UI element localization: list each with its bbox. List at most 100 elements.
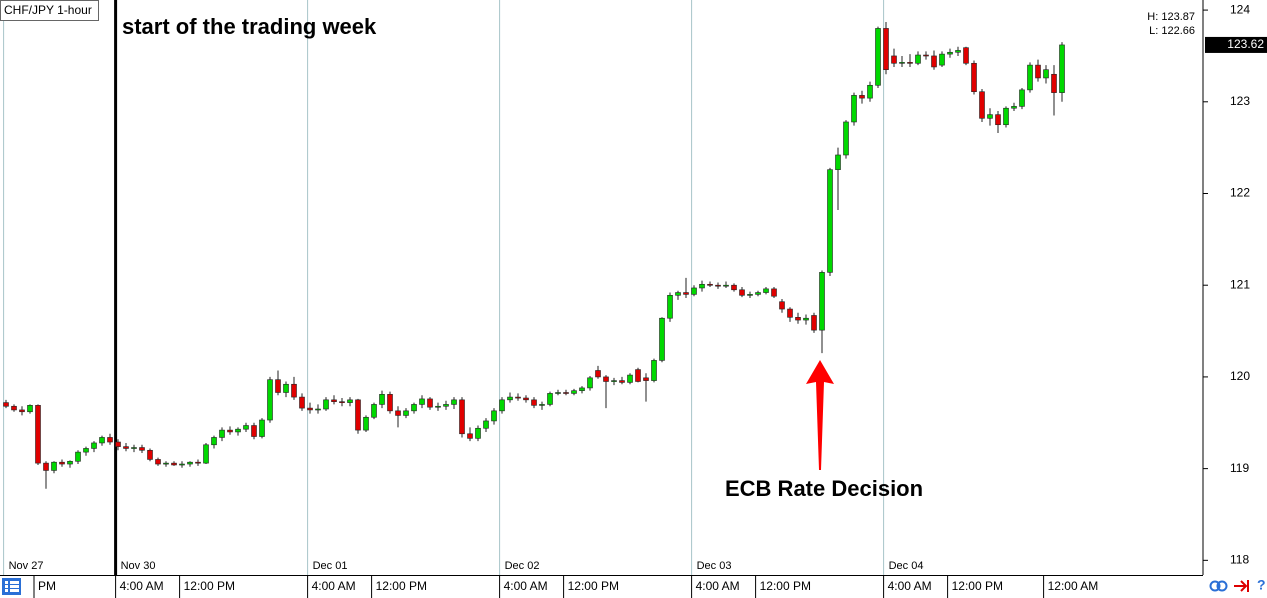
- candle-body: [963, 47, 969, 64]
- candle-body: [275, 379, 281, 393]
- candle-body: [899, 62, 905, 64]
- candle-body: [667, 294, 673, 319]
- candle-body: [827, 169, 833, 273]
- candle-body: [643, 377, 649, 381]
- candle-body: [107, 437, 113, 443]
- y-tick-label: 119: [1230, 461, 1249, 475]
- candle-body: [411, 404, 417, 412]
- candle-body: [371, 404, 377, 418]
- candle-body: [515, 396, 521, 399]
- candle-body: [123, 446, 129, 449]
- candle-body: [323, 399, 329, 410]
- candle-body: [171, 462, 177, 466]
- candle-body: [331, 399, 337, 402]
- candle-body: [715, 284, 721, 287]
- candle-body: [811, 315, 817, 331]
- high-label: H: 123.87: [1147, 11, 1195, 23]
- annotation: start of the trading week: [122, 14, 377, 39]
- candle-body: [739, 289, 745, 296]
- chart-title: CHF/JPY 1-hour: [4, 3, 92, 17]
- candle-body: [11, 405, 17, 411]
- candle-body: [723, 284, 729, 287]
- title-box: [0, 0, 99, 21]
- candle-body: [203, 444, 209, 464]
- candle-body: [67, 460, 73, 465]
- candle-body: [443, 404, 449, 407]
- candle-body: [547, 393, 553, 405]
- annotation: ECB Rate Decision: [725, 476, 923, 501]
- x-tick-label: 12:00 PM: [568, 579, 619, 593]
- candle-body: [1027, 64, 1033, 91]
- last-price-box: [1205, 36, 1267, 53]
- candle-body: [115, 441, 121, 447]
- goto-icon[interactable]: [1234, 580, 1249, 592]
- candle-body: [27, 405, 33, 413]
- candle-body: [995, 114, 1001, 126]
- candle-body: [539, 404, 545, 406]
- menu-icon[interactable]: [2, 578, 21, 595]
- candle-body: [795, 317, 801, 321]
- candle-body: [507, 396, 513, 401]
- candle-body: [195, 461, 201, 464]
- candle-body: [883, 28, 889, 70]
- candle-body: [659, 317, 665, 361]
- x-tick-label: 4:00 AM: [504, 579, 548, 593]
- candle-body: [571, 390, 577, 394]
- candle-body: [307, 407, 313, 411]
- candle-body: [59, 461, 65, 465]
- candle-body: [531, 399, 537, 406]
- help-icon[interactable]: ?: [1257, 577, 1266, 593]
- candle-body: [867, 84, 873, 99]
- candle-body: [475, 427, 481, 439]
- candle-body: [627, 374, 633, 383]
- candle-body: [971, 62, 977, 93]
- candle-body: [595, 370, 601, 378]
- candle-body: [147, 449, 153, 460]
- date-label: Nov 27: [9, 560, 44, 572]
- candle-body: [587, 377, 593, 389]
- x-tick-label: 4:00 AM: [120, 579, 164, 593]
- candle-body: [19, 409, 25, 413]
- candle-body: [187, 461, 193, 465]
- candle-body: [691, 287, 697, 295]
- low-label: L: 122.66: [1149, 25, 1195, 37]
- x-tick-label: 12:00 PM: [952, 579, 1003, 593]
- candle-body: [251, 425, 257, 437]
- candle-body: [75, 451, 81, 462]
- candle-body: [219, 429, 225, 438]
- candle-body: [315, 408, 321, 411]
- candle-body: [875, 28, 881, 86]
- candle-body: [619, 380, 625, 383]
- y-tick-label: 122: [1230, 186, 1250, 200]
- candle-body: [347, 399, 353, 403]
- candle-body: [923, 54, 929, 57]
- candle-body: [747, 294, 753, 296]
- candle-body: [35, 405, 41, 464]
- date-label: Dec 04: [889, 560, 924, 572]
- candle-body: [1003, 107, 1009, 126]
- candle-body: [987, 114, 993, 119]
- candle-body: [267, 379, 273, 421]
- candle-body: [891, 55, 897, 64]
- candle-body: [859, 95, 865, 99]
- candle-body: [563, 392, 569, 394]
- candle-body: [139, 447, 145, 451]
- candle-body: [1059, 44, 1065, 93]
- candle-body: [491, 410, 497, 422]
- y-tick-label: 124: [1230, 2, 1250, 16]
- candle-body: [851, 95, 857, 123]
- candle-body: [259, 419, 265, 437]
- candle-body: [131, 447, 137, 449]
- candle-body: [299, 396, 305, 409]
- candle-body: [483, 420, 489, 429]
- candle-body: [163, 462, 169, 465]
- candle-body: [283, 383, 289, 393]
- candle-body: [907, 62, 913, 64]
- candle-body: [635, 369, 641, 382]
- candle-body: [1035, 64, 1041, 79]
- candle-body: [1011, 106, 1017, 109]
- x-tick-label: 12:00 AM: [1048, 579, 1099, 593]
- candle-body: [83, 448, 89, 453]
- link-icon[interactable]: [1209, 580, 1228, 592]
